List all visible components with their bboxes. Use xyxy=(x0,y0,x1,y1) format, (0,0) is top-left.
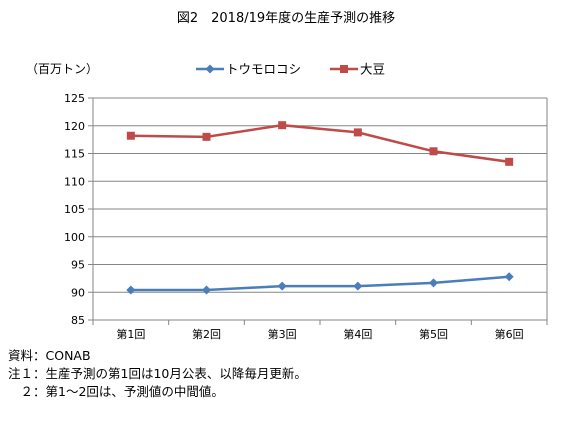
x-tick-label: 第2回 xyxy=(192,327,221,341)
x-tick-label: 第1回 xyxy=(116,327,145,341)
legend-marker-0 xyxy=(205,64,215,74)
chart-title: 図2 2018/19年度の生産予測の推移 xyxy=(177,10,395,26)
y-tick-label: 90 xyxy=(71,286,85,299)
series-0-point-2 xyxy=(277,281,287,291)
series-1-point-3 xyxy=(353,128,362,137)
y-tick-label: 125 xyxy=(64,92,85,105)
series-1-point-0 xyxy=(126,131,135,140)
x-tick-label: 第4回 xyxy=(343,327,372,341)
notes: 資料：CONAB 注１：生産予測の第1回は10月公表、以降毎月更新。 ２：第1～… xyxy=(8,347,307,401)
series-1-point-5 xyxy=(505,157,514,166)
series-1-point-4 xyxy=(429,147,438,156)
series-line-0 xyxy=(130,275,510,292)
series-line-1 xyxy=(130,123,510,164)
legend-marker-1 xyxy=(340,65,348,73)
y-tick-label: 120 xyxy=(64,120,85,133)
note-2: ２：第1～2回は、予測値の中間値。 xyxy=(8,384,224,399)
y-tick-label: 95 xyxy=(71,259,85,272)
x-axis-ticks: 第1回 第2回 第3回 第4回 第5回 第6回 xyxy=(92,320,548,341)
series-0-point-0 xyxy=(126,285,136,295)
x-tick-label: 第5回 xyxy=(419,327,448,341)
series-0-point-3 xyxy=(353,281,363,291)
y-tick-label: 115 xyxy=(64,148,85,161)
y-axis-unit-label: （百万トン） xyxy=(26,62,98,76)
series-1-point-2 xyxy=(278,121,287,130)
series-0-point-1 xyxy=(202,285,211,295)
series-0-point-4 xyxy=(429,278,438,288)
source-note: 資料：CONAB xyxy=(8,348,91,363)
x-tick-label: 第3回 xyxy=(268,327,297,341)
series-0-point-5 xyxy=(504,272,514,282)
legend: トウモロコシ 大豆 xyxy=(196,62,385,77)
y-axis-ticks: 85 90 95 100 105 110 115 120 125 xyxy=(64,92,93,327)
y-tick-label: 100 xyxy=(64,231,85,244)
y-tick-label: 105 xyxy=(64,203,85,216)
legend-label-1: 大豆 xyxy=(360,62,385,77)
legend-label-0: トウモロコシ xyxy=(226,62,301,77)
note-1: 注１：生産予測の第1回は10月公表、以降毎月更新。 xyxy=(8,366,307,381)
series-1-point-1 xyxy=(202,132,211,141)
y-tick-label: 110 xyxy=(64,175,85,188)
chart: 図2 2018/19年度の生産予測の推移 （百万トン） トウモロコシ 大豆 85 9… xyxy=(26,10,548,341)
x-tick-label: 第6回 xyxy=(495,327,524,341)
y-tick-label: 85 xyxy=(71,314,85,327)
plot-series xyxy=(126,121,514,295)
